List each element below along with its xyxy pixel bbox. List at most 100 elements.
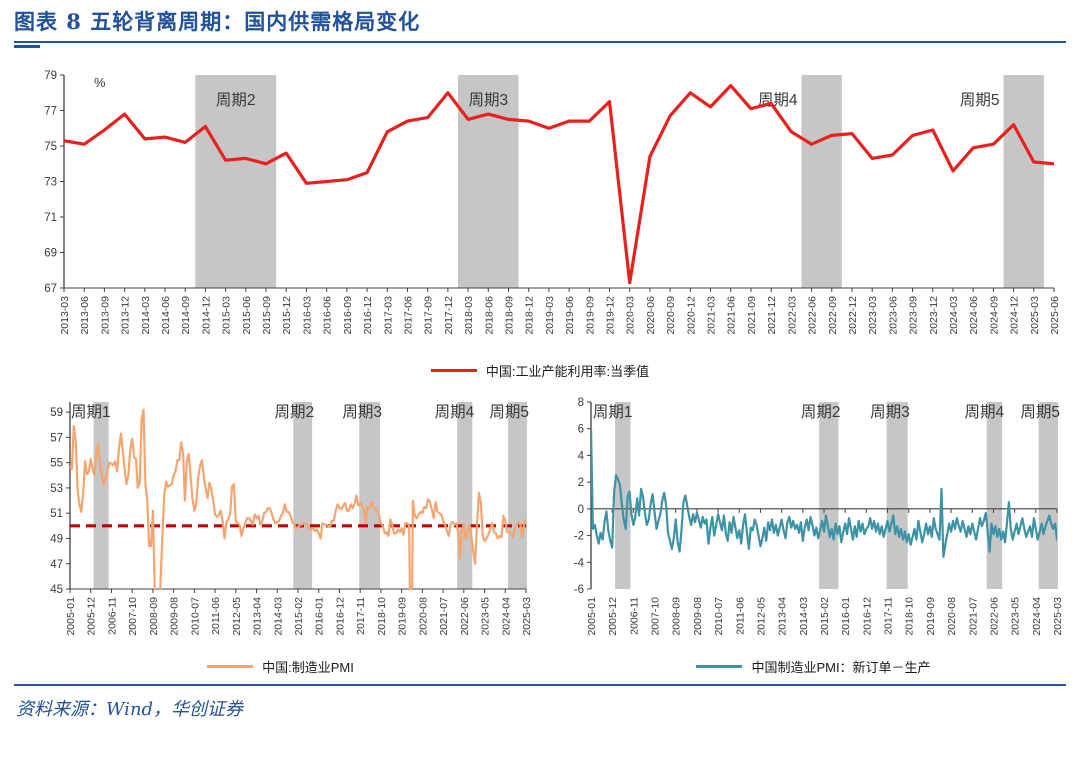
svg-text:周期2: 周期2 (275, 403, 315, 421)
svg-text:2017-11: 2017-11 (355, 597, 367, 635)
svg-text:2020-08: 2020-08 (946, 597, 958, 636)
svg-text:2025-06: 2025-06 (1049, 296, 1061, 335)
svg-text:2009-08: 2009-08 (169, 597, 181, 636)
svg-text:2011-06: 2011-06 (210, 597, 222, 635)
svg-text:2025-03: 2025-03 (521, 597, 533, 636)
svg-text:2005-01: 2005-01 (586, 597, 598, 636)
svg-text:2013-04: 2013-04 (777, 597, 789, 636)
svg-text:2017-06: 2017-06 (402, 296, 414, 335)
svg-text:2009-08: 2009-08 (692, 597, 704, 636)
svg-text:45: 45 (50, 584, 63, 596)
svg-text:周期5: 周期5 (489, 403, 529, 421)
svg-text:2023-06: 2023-06 (887, 296, 899, 335)
svg-text:2013-12: 2013-12 (120, 296, 132, 335)
svg-text:2019-09: 2019-09 (925, 597, 937, 636)
svg-text:2015-03: 2015-03 (221, 296, 233, 335)
svg-text:2014-03: 2014-03 (140, 296, 152, 335)
svg-text:2013-06: 2013-06 (79, 296, 91, 335)
svg-text:周期5: 周期5 (1020, 403, 1060, 421)
svg-text:2024-06: 2024-06 (968, 296, 980, 335)
legend-capacity-utilization: 中国:工业产能利用率:当季值 (14, 360, 1066, 380)
title-rule-stub (14, 45, 40, 48)
pmi-spread-chart-panel: 周期1 周期2 周期3 周期4 周期5 -6 -4 -2 0 2 4 6 8 2005-01 2005-12… (547, 384, 1080, 676)
svg-text:2022-12: 2022-12 (847, 296, 859, 335)
svg-text:2025-03: 2025-03 (1052, 597, 1064, 636)
svg-text:0: 0 (578, 504, 584, 516)
svg-text:2024-04: 2024-04 (500, 597, 512, 636)
svg-text:周期1: 周期1 (593, 403, 633, 421)
svg-text:2023-03: 2023-03 (867, 296, 879, 335)
svg-text:2015-02: 2015-02 (293, 597, 305, 636)
svg-text:2021-12: 2021-12 (766, 296, 778, 335)
legend-label-pmi: 中国:制造业PMI (262, 659, 354, 675)
svg-text:2024-03: 2024-03 (948, 296, 960, 335)
svg-text:2016-01: 2016-01 (840, 597, 852, 636)
svg-text:2020-08: 2020-08 (417, 597, 429, 636)
svg-text:2005-12: 2005-12 (86, 597, 98, 636)
svg-text:4: 4 (578, 450, 585, 462)
svg-text:77: 77 (44, 106, 57, 118)
svg-text:周期2: 周期2 (216, 91, 256, 109)
svg-text:2007-10: 2007-10 (650, 597, 662, 636)
svg-text:2025-03: 2025-03 (1029, 296, 1041, 335)
svg-text:2006-11: 2006-11 (106, 597, 118, 635)
svg-text:2020-06: 2020-06 (645, 296, 657, 335)
svg-text:2021-06: 2021-06 (726, 296, 738, 335)
svg-text:2021-09: 2021-09 (746, 296, 758, 335)
svg-text:71: 71 (44, 212, 57, 224)
svg-text:47: 47 (50, 559, 63, 571)
svg-text:79: 79 (44, 70, 57, 82)
svg-text:8: 8 (578, 397, 584, 409)
svg-text:2018-06: 2018-06 (483, 296, 495, 335)
svg-text:2024-09: 2024-09 (988, 296, 1000, 335)
manufacturing-pmi-chart: 周期1 周期2 周期3 周期4 周期5 45 47 49 51 53 55 57 59 2005-01 20… (50, 402, 533, 636)
figure-title: 图表 8 五轮背离周期：国内供需格局变化 (14, 9, 421, 34)
svg-text:2016-12: 2016-12 (334, 597, 346, 636)
svg-text:2008-09: 2008-09 (148, 597, 160, 636)
svg-text:73: 73 (44, 177, 57, 189)
svg-text:周期1: 周期1 (71, 403, 111, 421)
svg-text:2010-07: 2010-07 (189, 597, 201, 636)
svg-text:2021-03: 2021-03 (706, 296, 718, 335)
legend-label-pmi-spread: 中国制造业PMI：新订单－生产 (751, 659, 931, 675)
svg-text:2017-12: 2017-12 (443, 296, 455, 335)
source-divider (14, 684, 1066, 686)
svg-text:周期5: 周期5 (960, 91, 1000, 109)
svg-text:2020-03: 2020-03 (625, 296, 637, 335)
svg-text:周期2: 周期2 (801, 403, 841, 421)
svg-text:2015-09: 2015-09 (261, 296, 273, 335)
svg-text:2014-12: 2014-12 (200, 296, 212, 335)
svg-text:6: 6 (578, 424, 584, 436)
svg-text:2013-04: 2013-04 (252, 597, 264, 636)
svg-text:2005-12: 2005-12 (607, 597, 619, 636)
svg-text:周期4: 周期4 (435, 403, 475, 421)
svg-text:2018-12: 2018-12 (524, 296, 536, 335)
svg-text:2015-02: 2015-02 (819, 597, 831, 636)
svg-text:2015-12: 2015-12 (281, 296, 293, 335)
svg-text:2005-01: 2005-01 (65, 597, 77, 636)
svg-text:2022-03: 2022-03 (786, 296, 798, 335)
teal-line-swatch-icon (696, 664, 743, 668)
svg-text:2019-03: 2019-03 (544, 296, 556, 335)
svg-text:2022-06: 2022-06 (988, 597, 1000, 636)
svg-text:2019-09: 2019-09 (584, 296, 596, 335)
svg-text:2013-09: 2013-09 (99, 296, 111, 335)
svg-text:2: 2 (578, 477, 584, 489)
svg-text:2020-09: 2020-09 (665, 296, 677, 335)
legend-pmi-spread: 中国制造业PMI：新订单－生产 (547, 656, 1080, 676)
red-line-swatch-icon (430, 368, 477, 372)
svg-text:-4: -4 (574, 557, 585, 569)
svg-text:53: 53 (50, 483, 63, 495)
svg-text:2023-05: 2023-05 (1010, 597, 1022, 636)
svg-text:2016-12: 2016-12 (861, 597, 873, 636)
svg-text:2024-04: 2024-04 (1031, 597, 1043, 636)
svg-text:2017-09: 2017-09 (423, 296, 435, 335)
svg-text:2020-12: 2020-12 (685, 296, 697, 335)
svg-text:周期4: 周期4 (964, 403, 1004, 421)
svg-text:2018-09: 2018-09 (503, 296, 515, 335)
svg-text:2024-12: 2024-12 (1009, 296, 1021, 335)
legend-label-capacity: 中国:工业产能利用率:当季值 (485, 363, 650, 379)
svg-text:67: 67 (44, 283, 57, 295)
svg-text:2011-06: 2011-06 (734, 597, 746, 635)
